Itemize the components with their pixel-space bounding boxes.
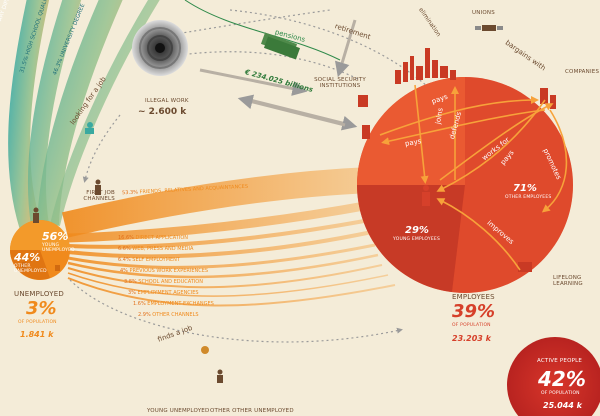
unemployed-sub: OF POPULATION xyxy=(18,320,57,325)
young-unemployed-label: YOUNG UNEMPLOYED xyxy=(42,243,75,253)
channel-flow-8 xyxy=(67,272,389,297)
illegal-work-value: ~ 2.600 k xyxy=(138,107,187,117)
unions-label: UNIONS xyxy=(472,10,495,16)
illegal-work-label: ILLEGAL WORK xyxy=(145,98,189,104)
young-unemployed-pct: 56% xyxy=(42,230,69,243)
illegal-work-vortex xyxy=(132,20,188,76)
unemployed-title: UNEMPLOYED xyxy=(14,290,64,298)
unemployed-pct: 3% xyxy=(26,298,57,319)
channel-flow-9 xyxy=(67,277,396,307)
satellite-icon xyxy=(475,25,503,31)
channel-flow-6 xyxy=(67,253,379,279)
young-employees-pct: 29% xyxy=(405,225,429,236)
channel-flow-3 xyxy=(67,218,371,249)
active-people-sub: OF POPULATION xyxy=(541,391,580,396)
education-flows xyxy=(8,0,160,229)
active-people-circle xyxy=(507,337,600,416)
bottom-other-unemployed: OTHER OTHER UNEMPLOYED xyxy=(210,408,294,414)
companies-label: COMPANIES xyxy=(565,69,600,75)
channel-label-9: 2.9% OTHER CHANNELS xyxy=(138,312,199,318)
other-unemployed-pct: 44% xyxy=(14,251,41,264)
young-employees-label: YOUNG EMPLOYEES xyxy=(393,237,440,242)
employees-pct: 39% xyxy=(452,301,496,322)
active-people-pct: 42% xyxy=(538,367,586,391)
channel-flow-2 xyxy=(67,200,371,243)
active-people-value: 25.044 k xyxy=(543,401,582,410)
lifelong-learning-label: LIFELONG LEARNING xyxy=(553,275,583,287)
unemployed-value: 1.841 k xyxy=(20,330,54,339)
channel-flow-5 xyxy=(67,243,376,269)
unemployed-circle xyxy=(10,220,70,280)
channel-label-6: 3.8% SCHOOL AND EDUCATION xyxy=(124,279,203,285)
first-job-channels-label: FIRST JOB CHANNELS xyxy=(83,190,115,202)
employed-circle xyxy=(357,48,573,293)
employees-value: 23.203 k xyxy=(452,334,491,343)
channel-label-3: 6.6% WEB, PRESS AND MEDIA xyxy=(118,246,194,252)
channel-label-4: 6.4% SELF EMPLOYMENT xyxy=(118,257,180,263)
channel-label-7: 3% EMPLOYMENT AGENCIES xyxy=(128,290,199,296)
bottom-young-unemployed: YOUNG UNEMPLOYED xyxy=(147,408,210,414)
channel-flow-4 xyxy=(67,230,373,259)
other-employees-pct: 71% xyxy=(513,183,537,194)
other-employees-label: OTHER EMPLOYEES xyxy=(505,195,552,200)
active-people-title: ACTIVE PEOPLE xyxy=(537,358,583,364)
channel-label-2: 16.6% DIRECT APPLICATION xyxy=(118,235,189,241)
social-security-label: SOCIAL SECURITY INSTITUTIONS xyxy=(314,77,366,89)
other-unemployed-label: OTHER UNEMPLOYED xyxy=(14,264,47,274)
channel-label-8: 1.6% EMPLOYMENT EXCHANGES xyxy=(133,301,214,307)
channel-flows xyxy=(62,167,396,307)
channel-flow-7 xyxy=(67,264,383,289)
relation-arrows xyxy=(379,84,568,271)
person-icons xyxy=(33,122,430,383)
channel-flow-1 xyxy=(62,167,371,238)
green-flow-line xyxy=(184,0,341,61)
gray-arrows xyxy=(199,19,358,131)
employees-title: EMPLOYEES xyxy=(452,293,495,301)
money-icon xyxy=(260,32,301,60)
channel-label-5: 4% PREVIOUS WORK EXPERIENCES xyxy=(120,268,209,274)
employees-sub: OF POPULATION xyxy=(452,323,491,328)
